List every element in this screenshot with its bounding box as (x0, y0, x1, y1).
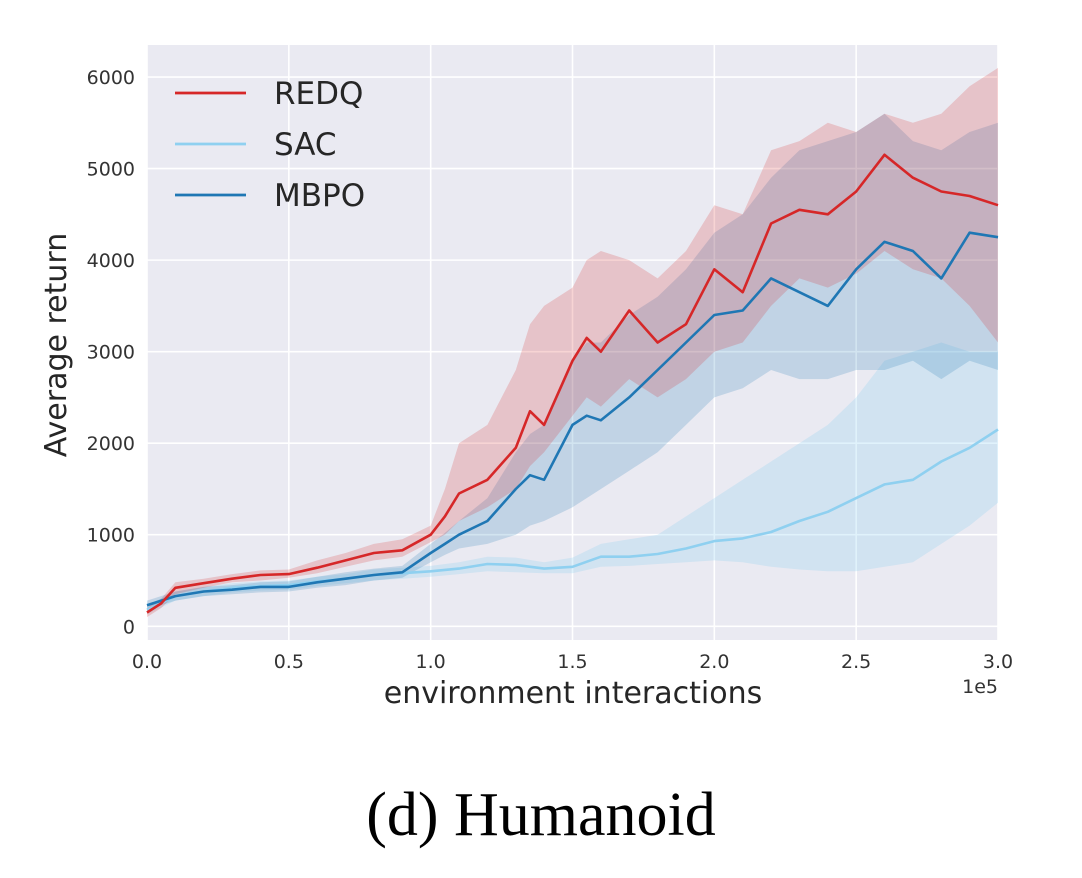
x-axis-label: environment interactions (384, 676, 762, 711)
x-tick-label: 0.0 (132, 651, 162, 673)
y-tick-label: 1000 (87, 525, 135, 547)
line-redq (146, 153, 999, 614)
legend-label-mbpo: MBPO (274, 178, 365, 214)
legend-label-sac: SAC (274, 127, 337, 163)
grid (146, 45, 999, 640)
line-mbpo (146, 231, 999, 607)
y-tick-label: 4000 (87, 250, 135, 272)
y-tick-label: 0 (123, 616, 135, 638)
line-sac (146, 428, 999, 611)
x-tick-label: 1.0 (416, 651, 446, 673)
chart: 0.0 0.5 1.0 1.5 2.0 2.5 3.0 0 1000 2000 3000 4000 5… (39, 45, 1013, 711)
legend-label-redq: REDQ (274, 76, 363, 112)
y-tick-label: 2000 (87, 433, 135, 455)
y-axis-label: Average return (39, 233, 74, 457)
x-tick-label: 0.5 (274, 651, 304, 673)
x-axis-offset-text: 1e5 (962, 676, 998, 698)
figure-caption: (d) Humanoid (366, 781, 716, 849)
x-axis-ticks: 0.0 0.5 1.0 1.5 2.0 2.5 3.0 (132, 651, 1013, 673)
x-tick-label: 3.0 (983, 651, 1013, 673)
y-tick-label: 6000 (87, 67, 135, 89)
y-axis-ticks: 0 1000 2000 3000 4000 5000 6000 (87, 67, 135, 638)
y-tick-label: 5000 (87, 159, 135, 181)
band-sac (147, 342, 998, 615)
band-redq (147, 67, 998, 618)
legend: REDQ SAC MBPO (175, 76, 365, 214)
x-tick-label: 2.0 (699, 651, 729, 673)
x-tick-label: 2.5 (841, 651, 871, 673)
x-tick-label: 1.5 (557, 651, 587, 673)
y-tick-label: 3000 (87, 342, 135, 364)
series-lines (146, 153, 999, 614)
